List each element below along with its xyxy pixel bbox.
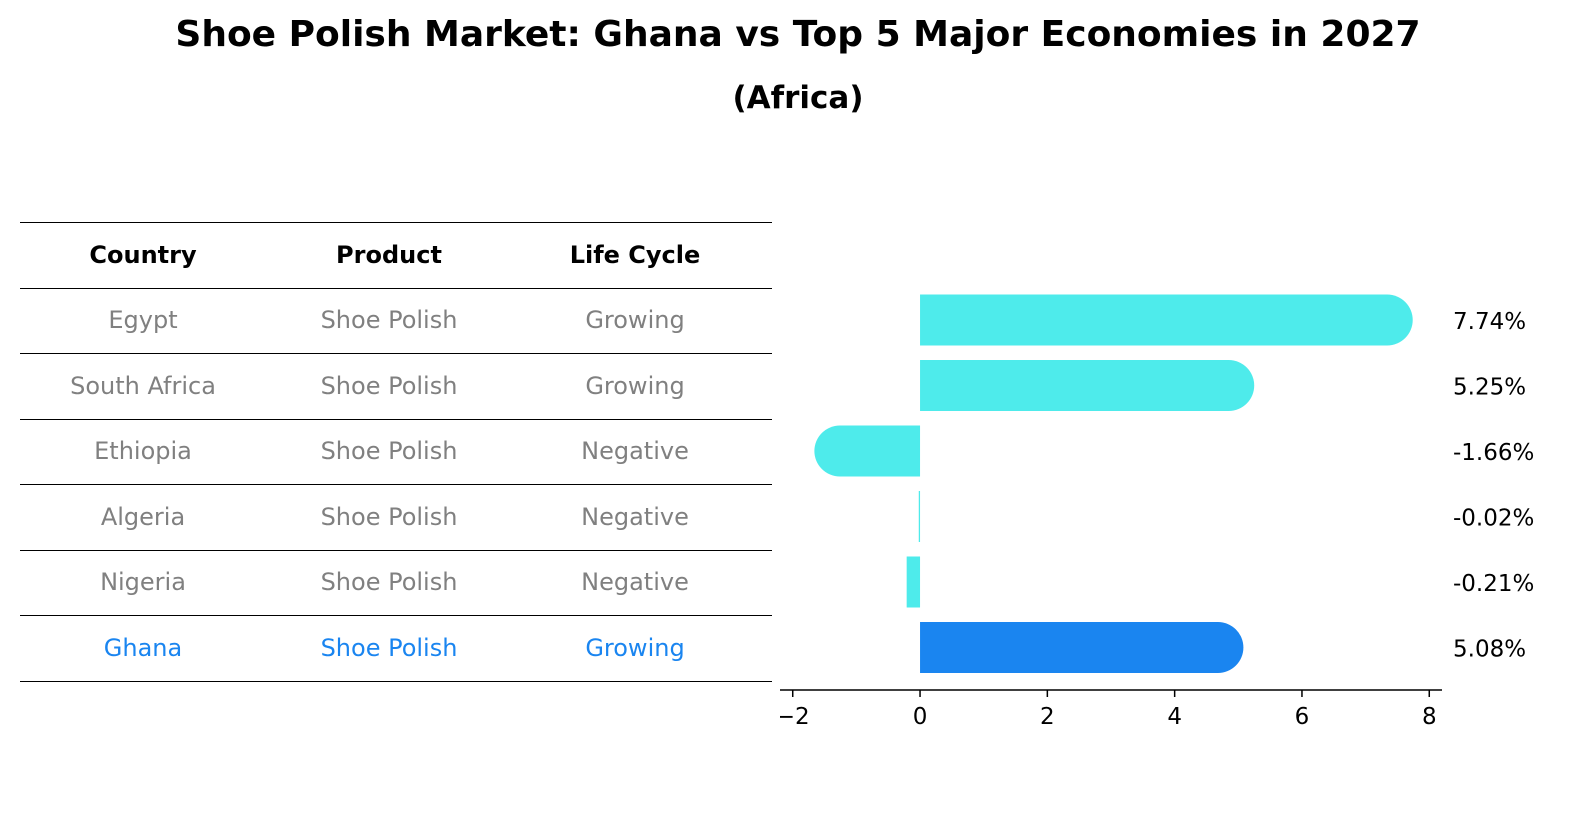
bar-value-label: -0.21% (1453, 571, 1534, 597)
table-cell: Shoe Polish (320, 306, 458, 335)
table-rule (20, 680, 772, 682)
table-cell: Algeria (100, 502, 186, 531)
x-tick-label: 4 (1167, 704, 1182, 730)
bar-nigeria (906, 556, 921, 608)
chart-subtitle: (Africa) (732, 80, 864, 116)
bar-ghana (920, 622, 1244, 673)
table-rule (20, 418, 772, 420)
table-cell: Negative (581, 437, 689, 466)
x-tick-label: 0 (913, 704, 928, 730)
table-cell: Nigeria (100, 568, 186, 597)
table-cell: Growing (585, 633, 685, 662)
table-rule (20, 549, 772, 551)
table-cell: Ethiopia (94, 437, 192, 466)
bar-value-label: 7.74% (1453, 309, 1526, 335)
bar-ethiopia (814, 425, 921, 477)
bar-value-label: 5.08% (1453, 637, 1526, 663)
growth-bar-chart: 7.74% 5.25% -1.66% -0.02% -0.21% 5.08% −2 0 2 4 6 8 (780, 294, 1534, 730)
table-cell: Shoe Polish (320, 633, 458, 662)
table-cell: South Africa (70, 371, 216, 400)
bar-value-label: -1.66% (1453, 440, 1534, 466)
chart-title: Shoe Polish Market: Ghana vs Top 5 Major… (175, 14, 1421, 55)
bar-egypt (920, 294, 1413, 346)
table-rule (20, 615, 772, 616)
bar-algeria (918, 491, 921, 542)
table-cell: Shoe Polish (320, 371, 458, 400)
table-cell: Ghana (103, 633, 183, 662)
bar-value-label: -0.02% (1453, 506, 1534, 532)
x-tick-label: 6 (1295, 704, 1310, 730)
table-header-cell: Product (336, 240, 442, 269)
table-cell: Growing (585, 306, 685, 335)
table-rule (20, 287, 772, 289)
x-tick-label: −2 (780, 704, 810, 730)
table-cell: Growing (585, 371, 685, 400)
table-cell: Shoe Polish (320, 437, 458, 466)
table-cell: Negative (581, 568, 689, 597)
table-cell: Egypt (108, 306, 178, 335)
table-rule (20, 222, 772, 223)
bar-value-label: 5.25% (1453, 375, 1526, 401)
x-tick-label: 2 (1040, 704, 1055, 730)
table-header-cell: Life Cycle (569, 240, 701, 269)
table-cell: Shoe Polish (320, 568, 458, 597)
table-rule (20, 484, 772, 485)
bar-south-africa (920, 360, 1255, 411)
table-header-cell: Country (89, 240, 197, 269)
table-rule (20, 353, 772, 354)
table-cell: Negative (581, 502, 689, 531)
x-tick-label: 8 (1422, 704, 1437, 730)
table-cell: Shoe Polish (320, 502, 458, 531)
